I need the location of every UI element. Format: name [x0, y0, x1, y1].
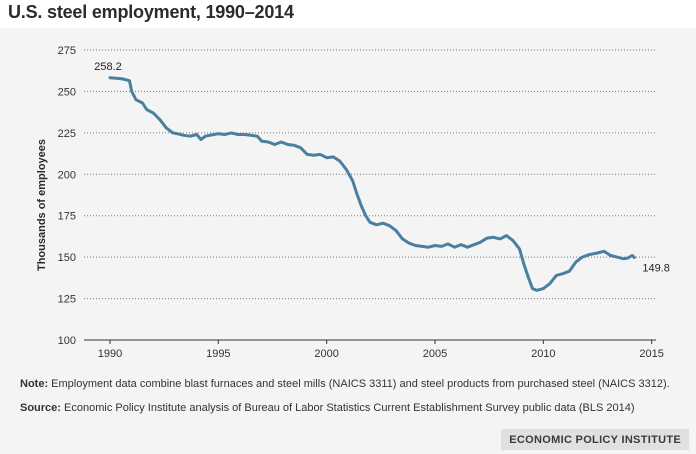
tick-labels: 100 125 150 175 200 225 250 275 1990 1995 2000 2005…: [58, 45, 664, 360]
chart-title: U.S. steel employment, 1990–2014: [8, 2, 294, 22]
grid-lines: [84, 49, 656, 300]
x-tick-label-1995: 1995: [206, 348, 230, 360]
chart-notes: Note: Employment data combine blast furn…: [20, 378, 690, 426]
y-tick-label-225: 225: [58, 128, 76, 140]
series: [108, 76, 636, 292]
y-tick-label-150: 150: [58, 252, 76, 264]
chart-panel: [0, 28, 696, 454]
x-tick-label-2005: 2005: [423, 348, 447, 360]
annotations: 258.2 149.8: [94, 61, 670, 275]
y-tick-label-100: 100: [58, 335, 76, 347]
note-line: Note: Employment data combine blast furn…: [20, 378, 690, 391]
source-label: Source:: [20, 402, 61, 414]
x-tick-label-1990: 1990: [98, 348, 122, 360]
x-tick-label-2010: 2010: [531, 348, 555, 360]
series-line-0: [108, 76, 636, 292]
axes: [84, 339, 656, 344]
line-chart: 100 125 150 175 200 225 250 275 1990 1995 2000 2005…: [36, 45, 670, 360]
note-text: Employment data combine blast furnaces a…: [51, 378, 670, 390]
note-label: Note:: [20, 378, 49, 390]
source-text: Economic Policy Institute analysis of Bu…: [64, 402, 635, 414]
x-tick-label-2015: 2015: [639, 348, 663, 360]
annotation-0: 258.2: [94, 61, 122, 73]
y-tick-label-125: 125: [58, 294, 76, 306]
annotation-1: 149.8: [642, 262, 670, 274]
brand-badge: ECONOMIC POLICY INSTITUTE: [501, 429, 689, 450]
y-tick-label-200: 200: [58, 169, 76, 181]
y-tick-label-275: 275: [58, 45, 76, 57]
x-tick-label-2000: 2000: [314, 348, 338, 360]
source-line: Source: Economic Policy Institute analys…: [20, 402, 690, 415]
y-tick-label-175: 175: [58, 211, 76, 223]
y-axis-label: Thousands of employees: [36, 139, 48, 271]
y-tick-label-250: 250: [58, 86, 76, 98]
